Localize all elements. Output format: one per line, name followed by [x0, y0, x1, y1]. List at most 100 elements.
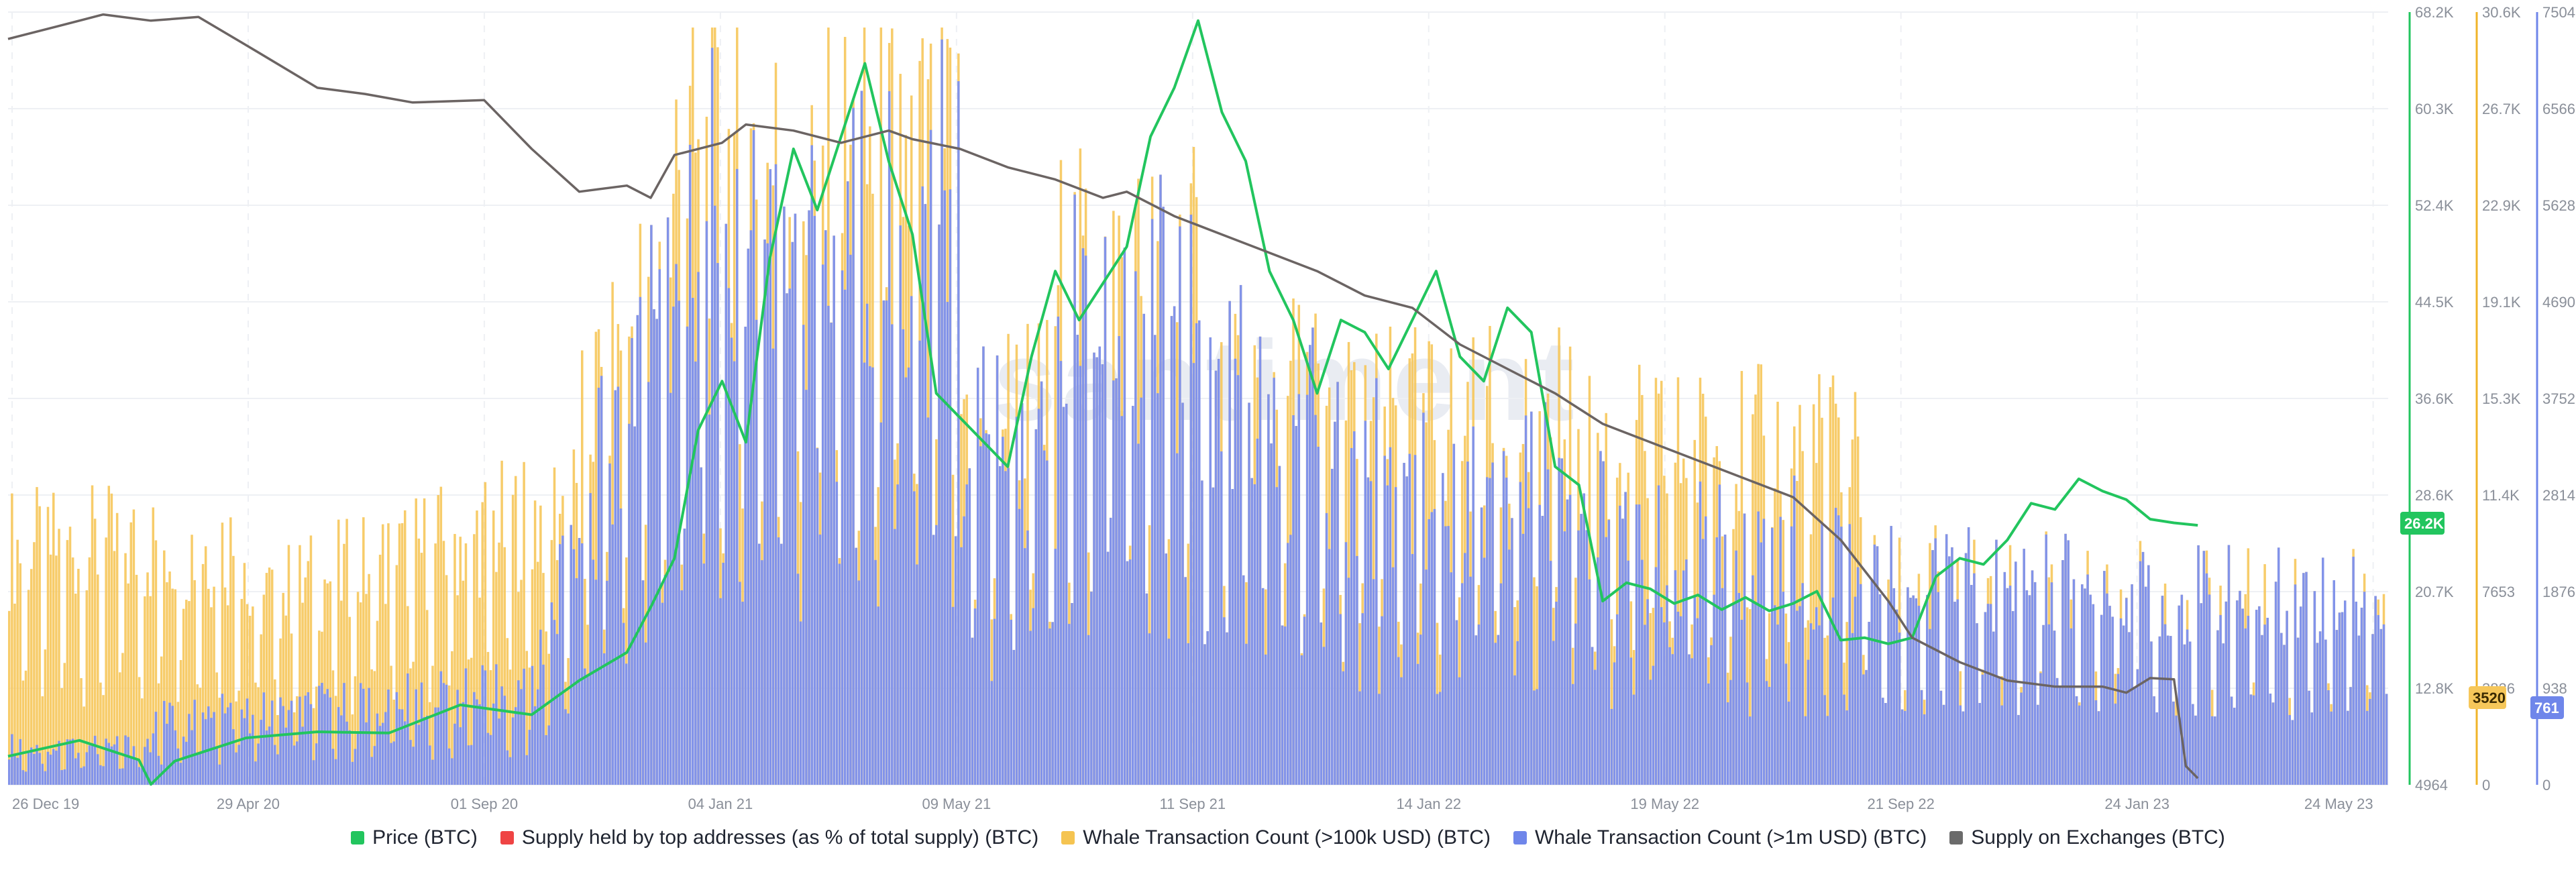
bar-whale-1m — [2244, 628, 2247, 785]
bar-whale-1m — [1707, 683, 1710, 785]
bar-whale-1m — [141, 768, 144, 785]
badge-whale-100k-bg — [2469, 686, 2506, 709]
bar-whale-1m — [1416, 663, 1419, 785]
bar-whale-1m — [786, 293, 788, 785]
bar-whale-1m — [938, 224, 941, 785]
bar-whale-1m — [55, 751, 58, 785]
bar-whale-100k — [514, 476, 517, 785]
legend-label-exchange-supply: Supply on Exchanges (BTC) — [1971, 826, 2225, 849]
bar-whale-100k — [49, 554, 52, 785]
bar-whale-1m — [1460, 583, 1464, 785]
bar-whale-1m — [2330, 711, 2332, 785]
bar-whale-100k — [248, 615, 252, 785]
bar-whale-1m — [292, 745, 296, 785]
bar-whale-100k — [481, 502, 484, 785]
bar-whale-100k — [1776, 401, 1779, 785]
bar-whale-1m — [1757, 511, 1760, 785]
bar-whale-100k — [243, 563, 246, 785]
legend-item-whale-100k[interactable]: Whale Transaction Count (>100k USD) (BTC… — [1061, 826, 1491, 849]
bar-whale-1m — [1754, 602, 1757, 785]
bar-whale-1m — [2192, 704, 2194, 785]
bar-whale-1m — [1641, 559, 1644, 785]
bar-whale-1m — [949, 189, 952, 785]
bar-whale-100k — [343, 543, 345, 785]
bar-whale-100k — [221, 523, 224, 785]
bar-whale-100k — [124, 553, 127, 785]
tick-label-price: 12.8K — [2415, 680, 2454, 697]
bar-whale-1m — [1768, 687, 1771, 785]
bar-whale-100k — [252, 606, 254, 785]
bar-whale-1m — [185, 741, 188, 785]
bar-whale-1m — [2094, 700, 2098, 785]
legend-item-top-holders[interactable]: Supply held by top addresses (as % of to… — [500, 826, 1038, 849]
bar-whale-1m — [2106, 593, 2108, 785]
bar-whale-1m — [1676, 611, 1680, 785]
bar-whale-1m — [407, 673, 409, 785]
bar-whale-1m — [542, 664, 545, 785]
bar-whale-1m — [730, 337, 733, 785]
bar-whale-1m — [481, 665, 484, 785]
bar-whale-1m — [1920, 690, 1923, 785]
bar-whale-1m — [1051, 622, 1054, 785]
bar-whale-1m — [1967, 527, 1970, 785]
bar-whale-1m — [2025, 590, 2029, 785]
bar-whale-1m — [2031, 570, 2034, 785]
bar-whale-1m — [1502, 451, 1505, 785]
bar-whale-100k — [467, 659, 470, 785]
bar-whale-1m — [985, 433, 987, 785]
bar-whale-1m — [1104, 237, 1107, 785]
bar-whale-1m — [2230, 696, 2233, 785]
bar-whale-1m — [865, 303, 869, 785]
badge-whale-1m: 761 — [2534, 700, 2559, 716]
bar-whale-1m — [1356, 555, 1358, 785]
bar-whale-1m — [437, 707, 439, 785]
bar-whale-100k — [113, 551, 116, 785]
legend-item-whale-1m[interactable]: Whale Transaction Count (>1m USD) (BTC) — [1513, 826, 1927, 849]
bar-whale-1m — [2236, 600, 2239, 785]
bar-whale-1m — [1688, 654, 1690, 785]
bar-whale-1m — [1472, 426, 1474, 785]
bar-whale-1m — [1245, 643, 1248, 785]
bar-whale-1m — [1328, 549, 1331, 785]
bar-whale-1m — [1818, 625, 1821, 785]
bar-whale-1m — [666, 217, 669, 785]
bar-whale-100k — [119, 672, 121, 785]
bar-whale-1m — [326, 689, 329, 785]
bar-whale-1m — [1455, 620, 1458, 785]
bar-whale-1m — [921, 186, 924, 785]
bar-whale-1m — [83, 766, 85, 785]
bar-whale-100k — [420, 553, 423, 785]
series-line-price — [7, 19, 2198, 786]
bar-whale-1m — [1823, 695, 1826, 785]
bar-whale-100k — [387, 523, 390, 785]
legend-item-exchange-supply[interactable]: Supply on Exchanges (BTC) — [1949, 826, 2225, 849]
bar-whale-1m — [1615, 614, 1619, 785]
legend-item-price[interactable]: Price (BTC) — [351, 826, 478, 849]
bar-whale-100k — [55, 555, 58, 785]
bar-whale-1m — [1068, 624, 1071, 785]
bar-whale-1m — [1895, 609, 1898, 785]
bar-whale-100k — [149, 596, 152, 785]
bar-whale-100k — [425, 610, 429, 785]
bar-whale-1m — [1032, 608, 1034, 785]
bar-whale-100k — [270, 569, 274, 785]
bar-whale-1m — [376, 713, 379, 785]
tick-label-whale_1m: 3752 — [2542, 390, 2575, 407]
bar-whale-1m — [1851, 633, 1854, 785]
bar-whale-1m — [102, 766, 105, 785]
bar-whale-1m — [1480, 507, 1483, 785]
bar-whale-1m — [1300, 655, 1303, 785]
bar-whale-1m — [1599, 451, 1602, 785]
bar-whale-100k — [85, 590, 89, 785]
bar-whale-1m — [2280, 633, 2283, 785]
bar-whale-1m — [2332, 580, 2335, 785]
bar-whale-100k — [74, 593, 77, 785]
bar-whale-1m — [558, 544, 561, 785]
bar-whale-1m — [1065, 403, 1068, 785]
bar-whale-1m — [1787, 701, 1790, 785]
bar-whale-1m — [417, 724, 421, 785]
bar-whale-1m — [2335, 630, 2339, 785]
bar-whale-1m — [1261, 588, 1265, 785]
bar-whale-1m — [1679, 616, 1682, 785]
bar-whale-1m — [550, 602, 553, 785]
